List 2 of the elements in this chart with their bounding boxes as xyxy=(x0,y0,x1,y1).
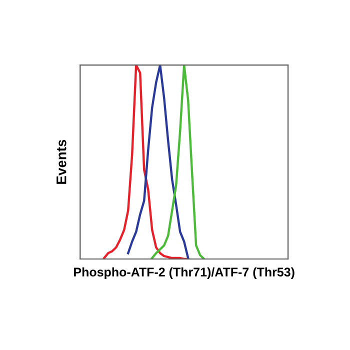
y-axis-title: Events xyxy=(56,140,66,184)
x-axis-title: Phospho-ATF-2 (Thr71)/ATF-7 (Thr53) xyxy=(74,267,294,279)
